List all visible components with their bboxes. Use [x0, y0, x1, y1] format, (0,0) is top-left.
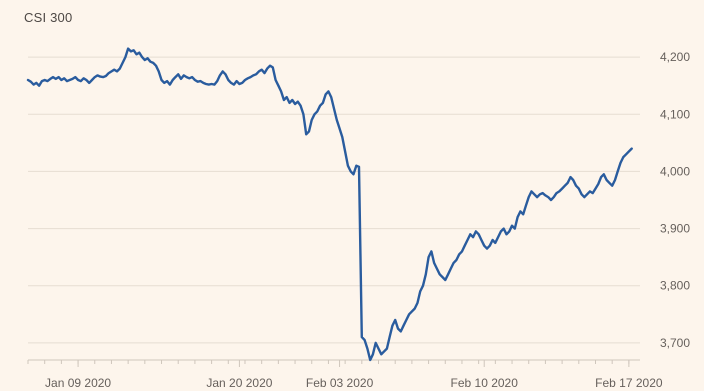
- y-tick-label: 3,800: [660, 279, 690, 293]
- x-tick-label: Jan 20 2020: [206, 376, 272, 390]
- x-tick-label: Feb 10 2020: [451, 376, 519, 390]
- x-tick-label: Feb 17 2020: [595, 376, 663, 390]
- y-tick-label: 4,200: [660, 50, 690, 64]
- x-tick-label: Feb 03 2020: [306, 376, 374, 390]
- y-axis-labels: 3,700 3,800 3,900 4,000 4,100 4,200: [660, 50, 690, 350]
- chart-title: CSI 300: [24, 10, 73, 25]
- y-tick-label: 4,100: [660, 107, 690, 121]
- x-tick-label: Jan 09 2020: [45, 376, 111, 390]
- x-axis: Jan 09 2020 Jan 20 2020 Feb 03 2020 Feb 10 …: [27, 359, 663, 390]
- y-tick-label: 3,700: [660, 336, 690, 350]
- series-line: [26, 47, 633, 362]
- series-group: [26, 47, 633, 362]
- y-tick-label: 3,900: [660, 222, 690, 236]
- gridlines: [28, 56, 640, 344]
- y-tick-label: 4,000: [660, 164, 690, 178]
